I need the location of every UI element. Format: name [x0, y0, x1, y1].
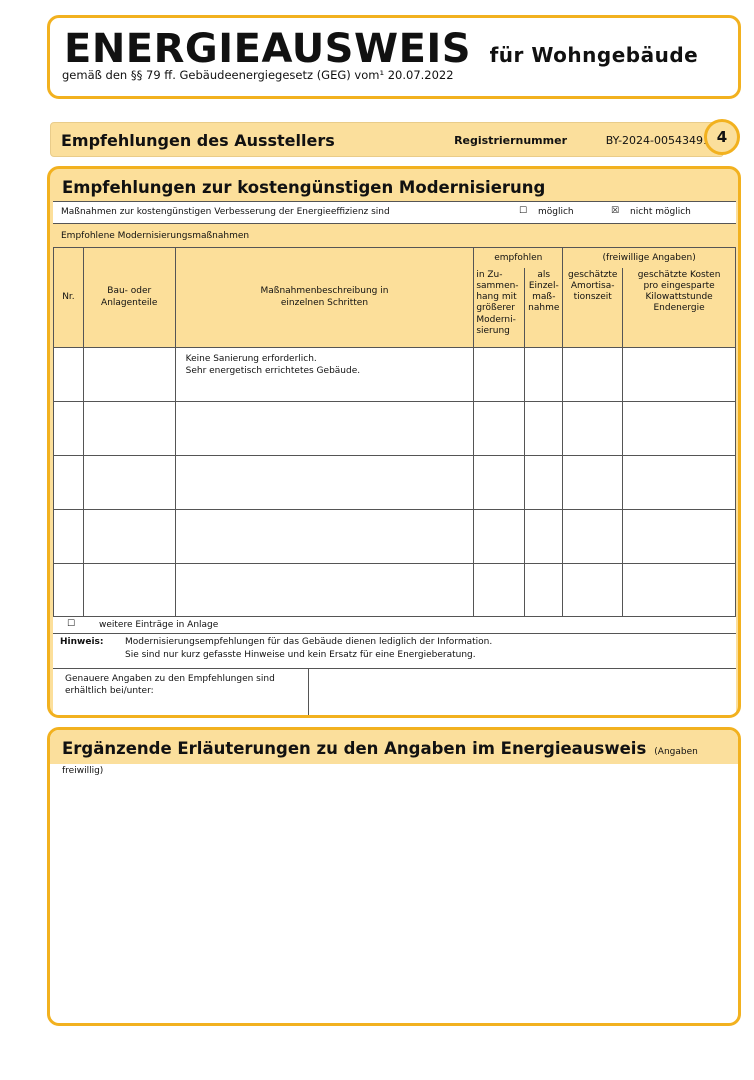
details-value[interactable]	[308, 669, 736, 715]
measures-question: Maßnahmen zur kostengünstigen Verbesseru…	[61, 207, 390, 217]
label-possible: möglich	[538, 207, 574, 217]
col-component: Bau- oder Anlagenteile	[82, 247, 176, 348]
details-row: Genauere Angaben zu den Empfehlungen sin…	[53, 668, 736, 715]
certificate-header: ENERGIEAUSWEIS für Wohngebäude gemäß den…	[47, 15, 741, 99]
row-description[interactable]	[174, 455, 475, 510]
measures-row: Maßnahmen zur kostengünstigen Verbesseru…	[53, 201, 736, 223]
col-voluntary: (freiwillige Angaben)	[562, 247, 736, 268]
more-entries-label: weitere Einträge in Anlage	[99, 620, 219, 630]
row-description[interactable]	[174, 401, 475, 456]
note-line-1: Modernisierungsempfehlungen für das Gebä…	[125, 637, 493, 647]
row-description[interactable]	[174, 509, 475, 564]
row-description[interactable]: Keine Sanierung erforderlich. Sehr energ…	[174, 347, 475, 402]
checkbox-not-possible[interactable]: ☒	[611, 206, 620, 216]
page-number-badge: 4	[704, 119, 740, 155]
section-title: Empfehlungen des Ausstellers	[61, 131, 335, 150]
table-row	[53, 509, 736, 564]
modernization-title: Empfehlungen zur kostengünstigen Moderni…	[62, 178, 546, 197]
note-line-2: Sie sind nur kurz gefasste Hinweise und …	[125, 650, 476, 660]
recommended-label: Empfohlene Modernisierungsmaßnahmen	[61, 231, 250, 241]
explanations-header	[50, 730, 738, 764]
label-not-possible: nicht möglich	[630, 207, 691, 217]
document-title: ENERGIEAUSWEIS für Wohngebäude	[64, 26, 698, 72]
row-description[interactable]	[174, 563, 475, 618]
explanations-title-text: Ergänzende Erläuterungen zu den Angaben …	[62, 739, 647, 758]
modernization-section: Empfehlungen zur kostengünstigen Moderni…	[47, 166, 741, 718]
note-label: Hinweis:	[60, 637, 104, 647]
checkbox-possible[interactable]: ☐	[519, 206, 528, 216]
explanations-title: Ergänzende Erläuterungen zu den Angaben …	[62, 739, 738, 777]
details-label: Genauere Angaben zu den Empfehlungen sin…	[65, 674, 275, 696]
table-row	[53, 401, 736, 456]
explanations-section: Ergänzende Erläuterungen zu den Angaben …	[47, 727, 741, 1026]
col-combined: in Zu-sammen-hang mit größerer Moderni-s…	[473, 267, 526, 348]
table-row	[53, 455, 736, 510]
note-row: Hinweis: Modernisierungsempfehlungen für…	[53, 633, 736, 668]
registration-number: BY-2024-005434917	[605, 134, 717, 147]
explanations-content[interactable]	[50, 764, 738, 1023]
title-main: ENERGIEAUSWEIS	[64, 26, 472, 72]
section-bar: Empfehlungen des Ausstellers Registriern…	[50, 122, 724, 157]
explanations-note: (Angaben freiwillig)	[62, 747, 698, 776]
legal-basis: gemäß den §§ 79 ff. Gebäudeenergiegesetz…	[62, 68, 454, 82]
more-entries-row: ☐ weitere Einträge in Anlage	[53, 616, 736, 633]
registration-label: Registriernummer	[454, 134, 567, 147]
col-nr: Nr.	[53, 247, 84, 348]
more-entries-checkbox[interactable]: ☐	[67, 619, 76, 629]
col-cost: geschätzte Kosten pro eingesparte Kilowa…	[622, 267, 736, 348]
col-payback: geschätzte Amortisa-tionszeit	[562, 267, 624, 348]
col-single: als Einzel-maß-nahme	[524, 267, 564, 348]
measures-table: Nr. Bau- oder Anlagenteile Maßnahmenbesc…	[53, 247, 736, 618]
recommended-row: Empfohlene Modernisierungsmaßnahmen	[53, 223, 736, 247]
col-recommended: empfohlen	[473, 247, 564, 268]
title-suffix: für Wohngebäude	[489, 43, 699, 67]
table-row	[53, 563, 736, 618]
col-description: Maßnahmenbeschreibung in einzelnen Schri…	[174, 247, 475, 348]
table-row: Keine Sanierung erforderlich. Sehr energ…	[53, 347, 736, 402]
